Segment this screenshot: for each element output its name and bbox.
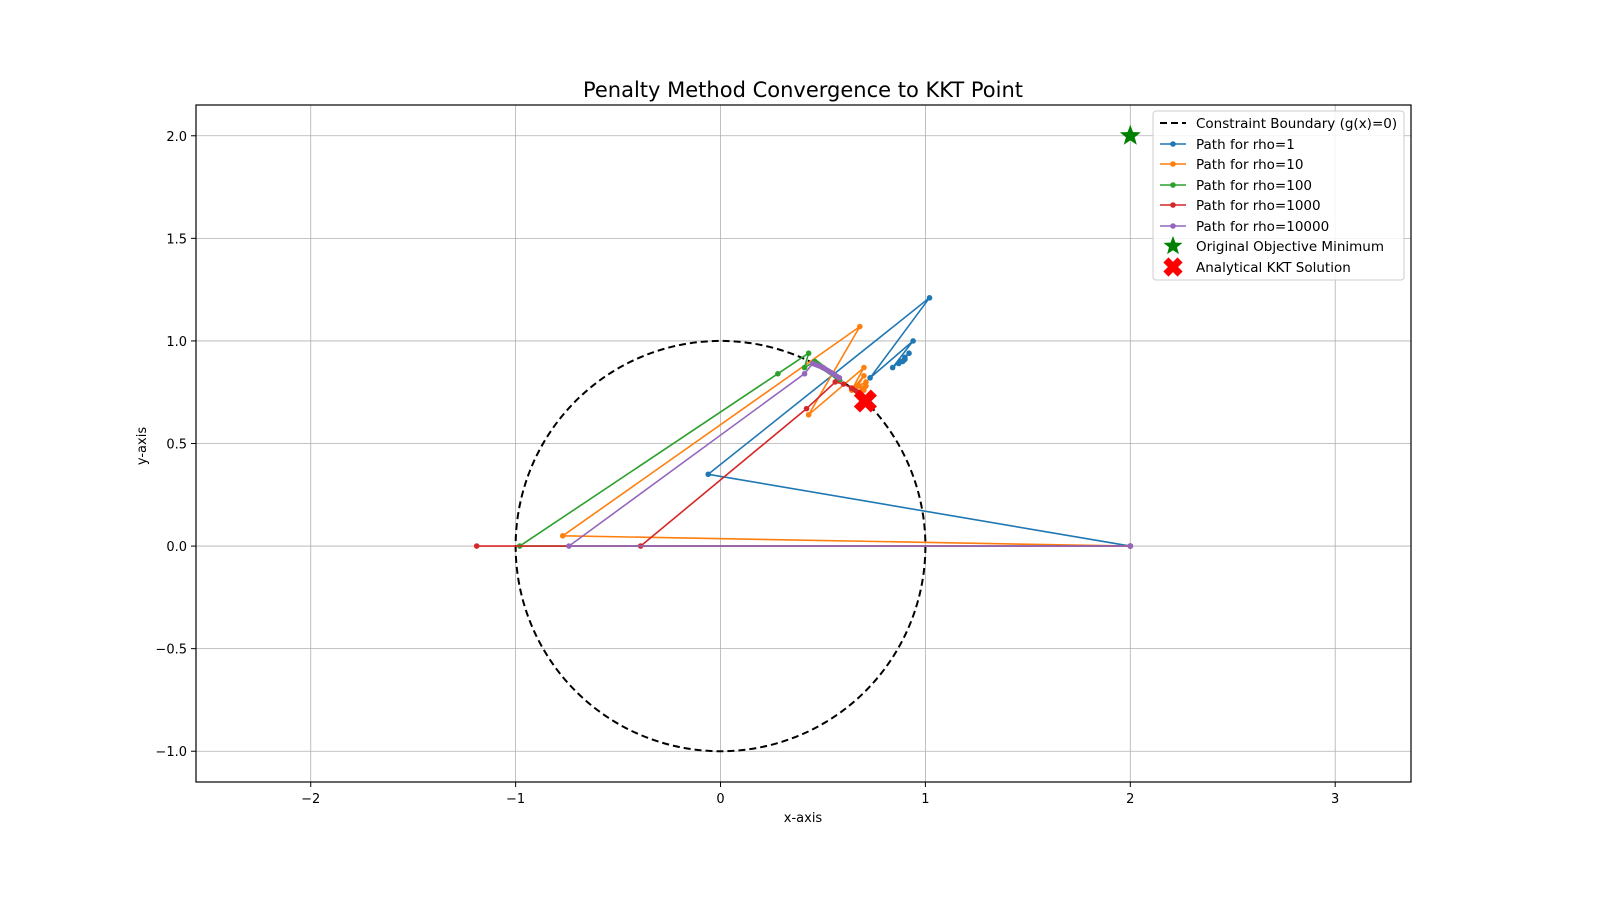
legend-label-rho-100: Path for rho=100 — [1196, 178, 1312, 194]
legend-handles — [1160, 122, 1186, 277]
chart-title: Penalty Method Convergence to KKT Point — [583, 78, 1023, 102]
legend-point-icon — [1170, 161, 1176, 167]
x-axis-ticks: −2 −1 0 1 2 3 — [301, 782, 1339, 807]
y-tick-label: 1.5 — [166, 232, 187, 247]
series-point — [926, 295, 933, 301]
series-point — [900, 358, 906, 365]
y-tick-label: 0.5 — [166, 438, 187, 453]
legend-x-icon — [1163, 257, 1183, 277]
series-point — [906, 350, 912, 357]
x-tick-label: 1 — [921, 792, 929, 807]
legend-label-rho-10000: Path for rho=10000 — [1196, 219, 1329, 235]
series-point — [705, 471, 712, 478]
y-tick-label: 0.0 — [166, 540, 187, 555]
legend-label-constraint: Constraint Boundary (g(x)=0) — [1196, 116, 1397, 132]
objective-minimum-star-icon — [1119, 124, 1141, 145]
series-rho-path — [559, 323, 1134, 549]
series-tail — [810, 361, 842, 381]
series-point — [775, 370, 781, 377]
legend-point-icon — [1170, 223, 1176, 229]
legend-label-kkt-solution: Analytical KKT Solution — [1196, 260, 1351, 276]
series-point — [801, 364, 808, 371]
series-line — [707, 296, 1131, 547]
series-rho-path — [566, 360, 1134, 549]
legend-label-rho-10: Path for rho=10 — [1196, 157, 1303, 173]
legend-point-icon — [1170, 202, 1176, 208]
series-point — [803, 405, 810, 412]
x-tick-label: 2 — [1126, 792, 1134, 807]
series-line — [561, 325, 1131, 547]
series-point — [857, 323, 863, 330]
y-axis-label: y-axis — [135, 427, 150, 465]
y-tick-label: −0.5 — [155, 643, 187, 658]
y-tick-label: 2.0 — [166, 130, 187, 145]
x-axis-label: x-axis — [784, 811, 823, 826]
series-point — [840, 381, 847, 387]
series-point — [559, 533, 566, 539]
series-rho-path — [473, 379, 1134, 549]
legend-point-icon — [1170, 141, 1176, 147]
series-point — [832, 379, 839, 385]
series-point — [889, 364, 896, 371]
series-rho-path — [705, 295, 1134, 549]
x-tick-label: −2 — [301, 792, 320, 807]
legend-box — [1152, 110, 1405, 281]
series-point — [801, 370, 808, 377]
series-point — [805, 411, 812, 418]
legend-point-icon — [1170, 182, 1176, 188]
legend-star-icon — [1163, 236, 1183, 255]
y-axis-ticks: −1.0 −0.5 0.0 0.5 1.0 1.5 2.0 — [155, 130, 196, 760]
x-tick-label: 3 — [1331, 792, 1339, 807]
series-point — [566, 543, 572, 549]
legend: Constraint Boundary (g(x)=0) Path for rh… — [1152, 110, 1405, 281]
legend-label-rho-1000: Path for rho=1000 — [1196, 198, 1321, 214]
legend-label-objective-minimum: Original Objective Minimum — [1196, 239, 1384, 255]
series-point — [863, 379, 869, 385]
y-tick-label: −1.0 — [155, 745, 187, 760]
series-point — [910, 338, 916, 344]
kkt-solution-x-icon — [853, 389, 877, 413]
x-tick-label: 0 — [716, 792, 724, 807]
series-point — [473, 543, 480, 549]
series-point — [861, 387, 867, 393]
series-point — [867, 375, 873, 381]
series-point — [805, 350, 812, 357]
series-point — [1127, 543, 1134, 549]
y-tick-label: 1.0 — [166, 335, 187, 350]
series-point — [861, 373, 867, 379]
legend-label-rho-1: Path for rho=1 — [1196, 137, 1295, 153]
x-tick-label: −1 — [506, 792, 525, 807]
series-point — [861, 364, 867, 371]
series-line — [475, 381, 1131, 547]
plot-area — [473, 124, 1141, 753]
